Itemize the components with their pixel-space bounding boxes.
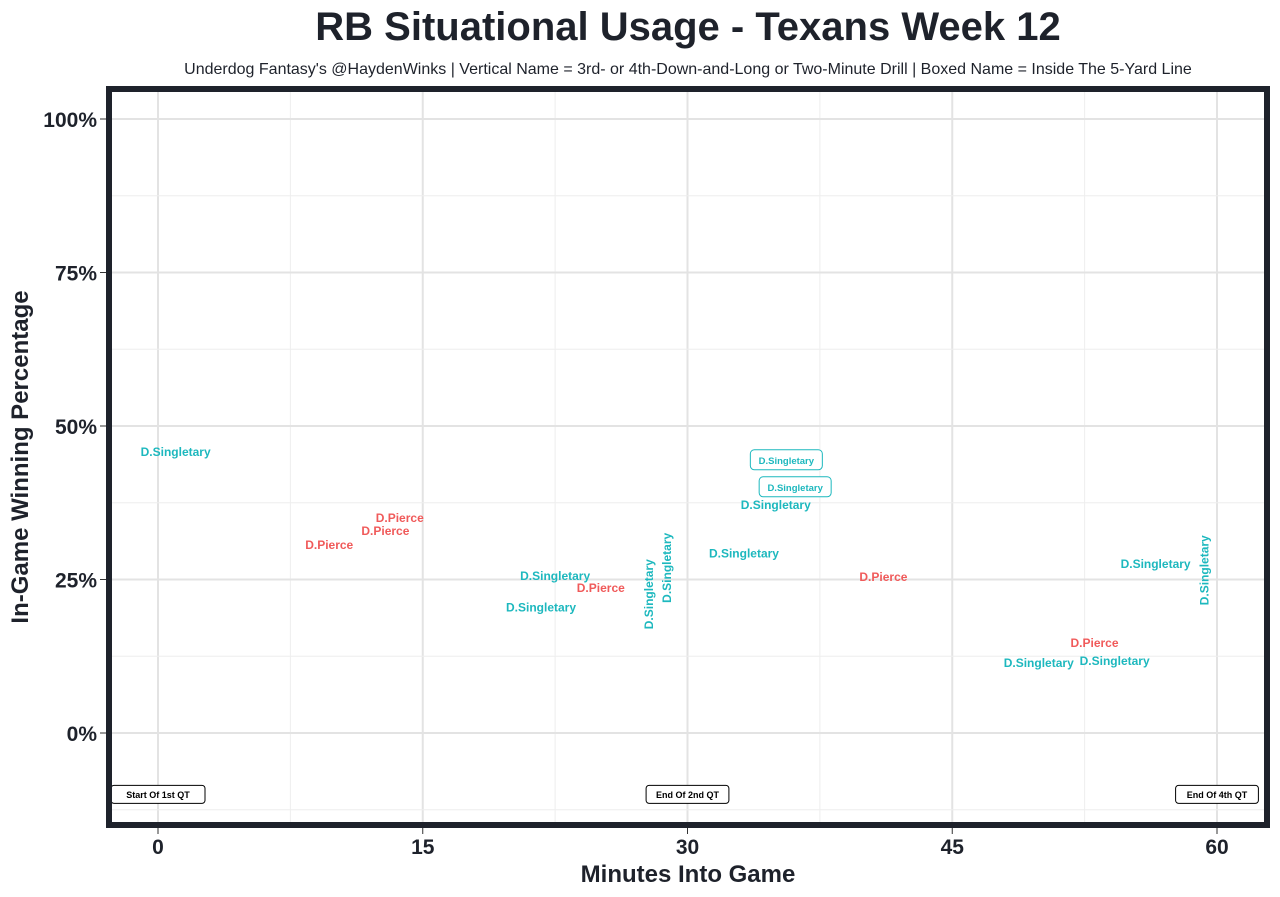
y-tick-label: 50% [55, 416, 97, 439]
x-tick-label: 60 [1205, 836, 1228, 859]
x-tick-label: 0 [152, 836, 164, 859]
point-label: D.Singletary [506, 601, 576, 615]
y-tick-label: 75% [55, 263, 97, 286]
tick-labels: 0 15 30 45 60 0% 25% 50% 75% 100% [43, 109, 1228, 859]
point-label: D.Pierce [577, 581, 625, 595]
point-label: D.Singletary [1004, 656, 1074, 670]
grid [109, 89, 1267, 825]
point-label: D.Singletary [709, 547, 779, 561]
point-label: D.Singletary [141, 445, 211, 459]
point-label: D.Singletary [759, 456, 815, 467]
annotation-label: End Of 2nd QT [656, 790, 719, 800]
y-tick-label: 25% [55, 570, 97, 593]
annotation-label: End Of 4th QT [1187, 790, 1248, 800]
y-axis-label: In-Game Winning Percentage [7, 290, 34, 623]
x-tick-label: 45 [941, 836, 965, 859]
point-label: D.Pierce [1070, 636, 1118, 650]
y-tick-label: 100% [43, 109, 97, 132]
point-label: D.Singletary [660, 533, 674, 603]
annotation-box [645, 784, 730, 804]
point-label: D.Singletary [1121, 557, 1191, 571]
point-label: D.Singletary [741, 498, 811, 512]
annotation-label: Start Of 1st QT [126, 790, 190, 800]
boxed-point-frame [758, 476, 832, 498]
annotation-box [1175, 784, 1259, 804]
point-label: D.Pierce [361, 524, 409, 538]
annotations: Start Of 1st QT End Of 2nd QT End Of 4th Q… [110, 784, 1259, 804]
point-label: D.Singletary [1198, 535, 1212, 605]
y-tick-label: 0% [67, 723, 98, 746]
point-label: D.Pierce [376, 511, 424, 525]
chart-title: RB Situational Usage - Texans Week 12 [315, 5, 1060, 49]
x-axis-label: Minutes Into Game [581, 861, 796, 888]
x-tick-label: 15 [411, 836, 435, 859]
point-label: D.Singletary [767, 483, 823, 494]
points: D.SingletaryD.PierceD.PierceD.PierceD.Si… [141, 445, 1212, 670]
point-label: D.Singletary [520, 569, 590, 583]
plot-frame [106, 86, 1270, 828]
boxed-point-frame [749, 449, 823, 471]
point-label: D.Pierce [305, 538, 353, 552]
point-label: D.Singletary [642, 559, 656, 629]
chart-subtitle: Underdog Fantasy's @HaydenWinks | Vertic… [184, 61, 1192, 78]
x-tick-label: 30 [676, 836, 699, 859]
point-label: D.Singletary [1080, 654, 1150, 668]
point-label: D.Pierce [859, 570, 907, 584]
